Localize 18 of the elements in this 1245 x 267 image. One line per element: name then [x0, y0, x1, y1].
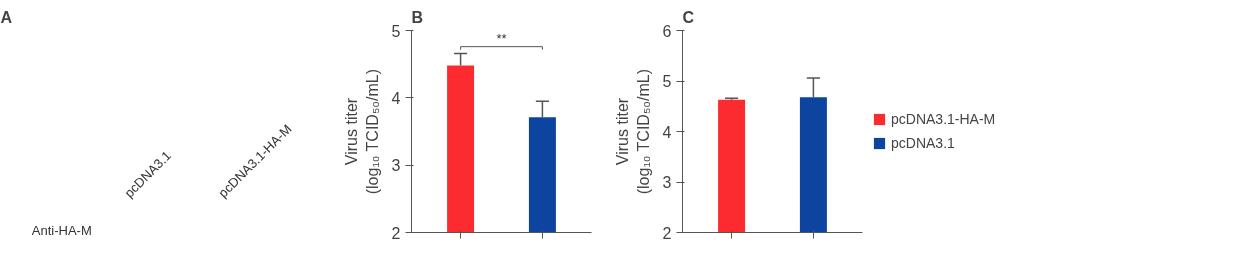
chart-title: B — [411, 8, 424, 26]
y-tick-label: 3 — [391, 157, 401, 175]
y-axis-title: Virus titer (log₁₀ TCID₅₀/mL) — [614, 68, 652, 195]
legend-label: pcDNA3.1-HA-M — [891, 111, 996, 127]
y-tick-label: 2 — [662, 224, 672, 242]
y-tick-label: 4 — [391, 89, 401, 107]
y-axis-title: Virus titer (log₁₀ TCID₅₀/mL) — [343, 68, 381, 195]
y-tick-label: 5 — [662, 73, 672, 90]
y-tick-label: 5 — [391, 22, 401, 40]
annotation: ** — [496, 30, 507, 46]
legend-label: pcDNA3.1 — [891, 135, 955, 151]
chart-title: C — [682, 8, 695, 26]
text: Anti-HA-M — [31, 223, 92, 238]
y-tick-label: 2 — [391, 224, 401, 242]
y-tick-label: 4 — [662, 123, 672, 141]
y-tick-label: 6 — [662, 22, 672, 40]
text: A — [0, 8, 13, 26]
y-tick-label: 3 — [662, 174, 672, 191]
